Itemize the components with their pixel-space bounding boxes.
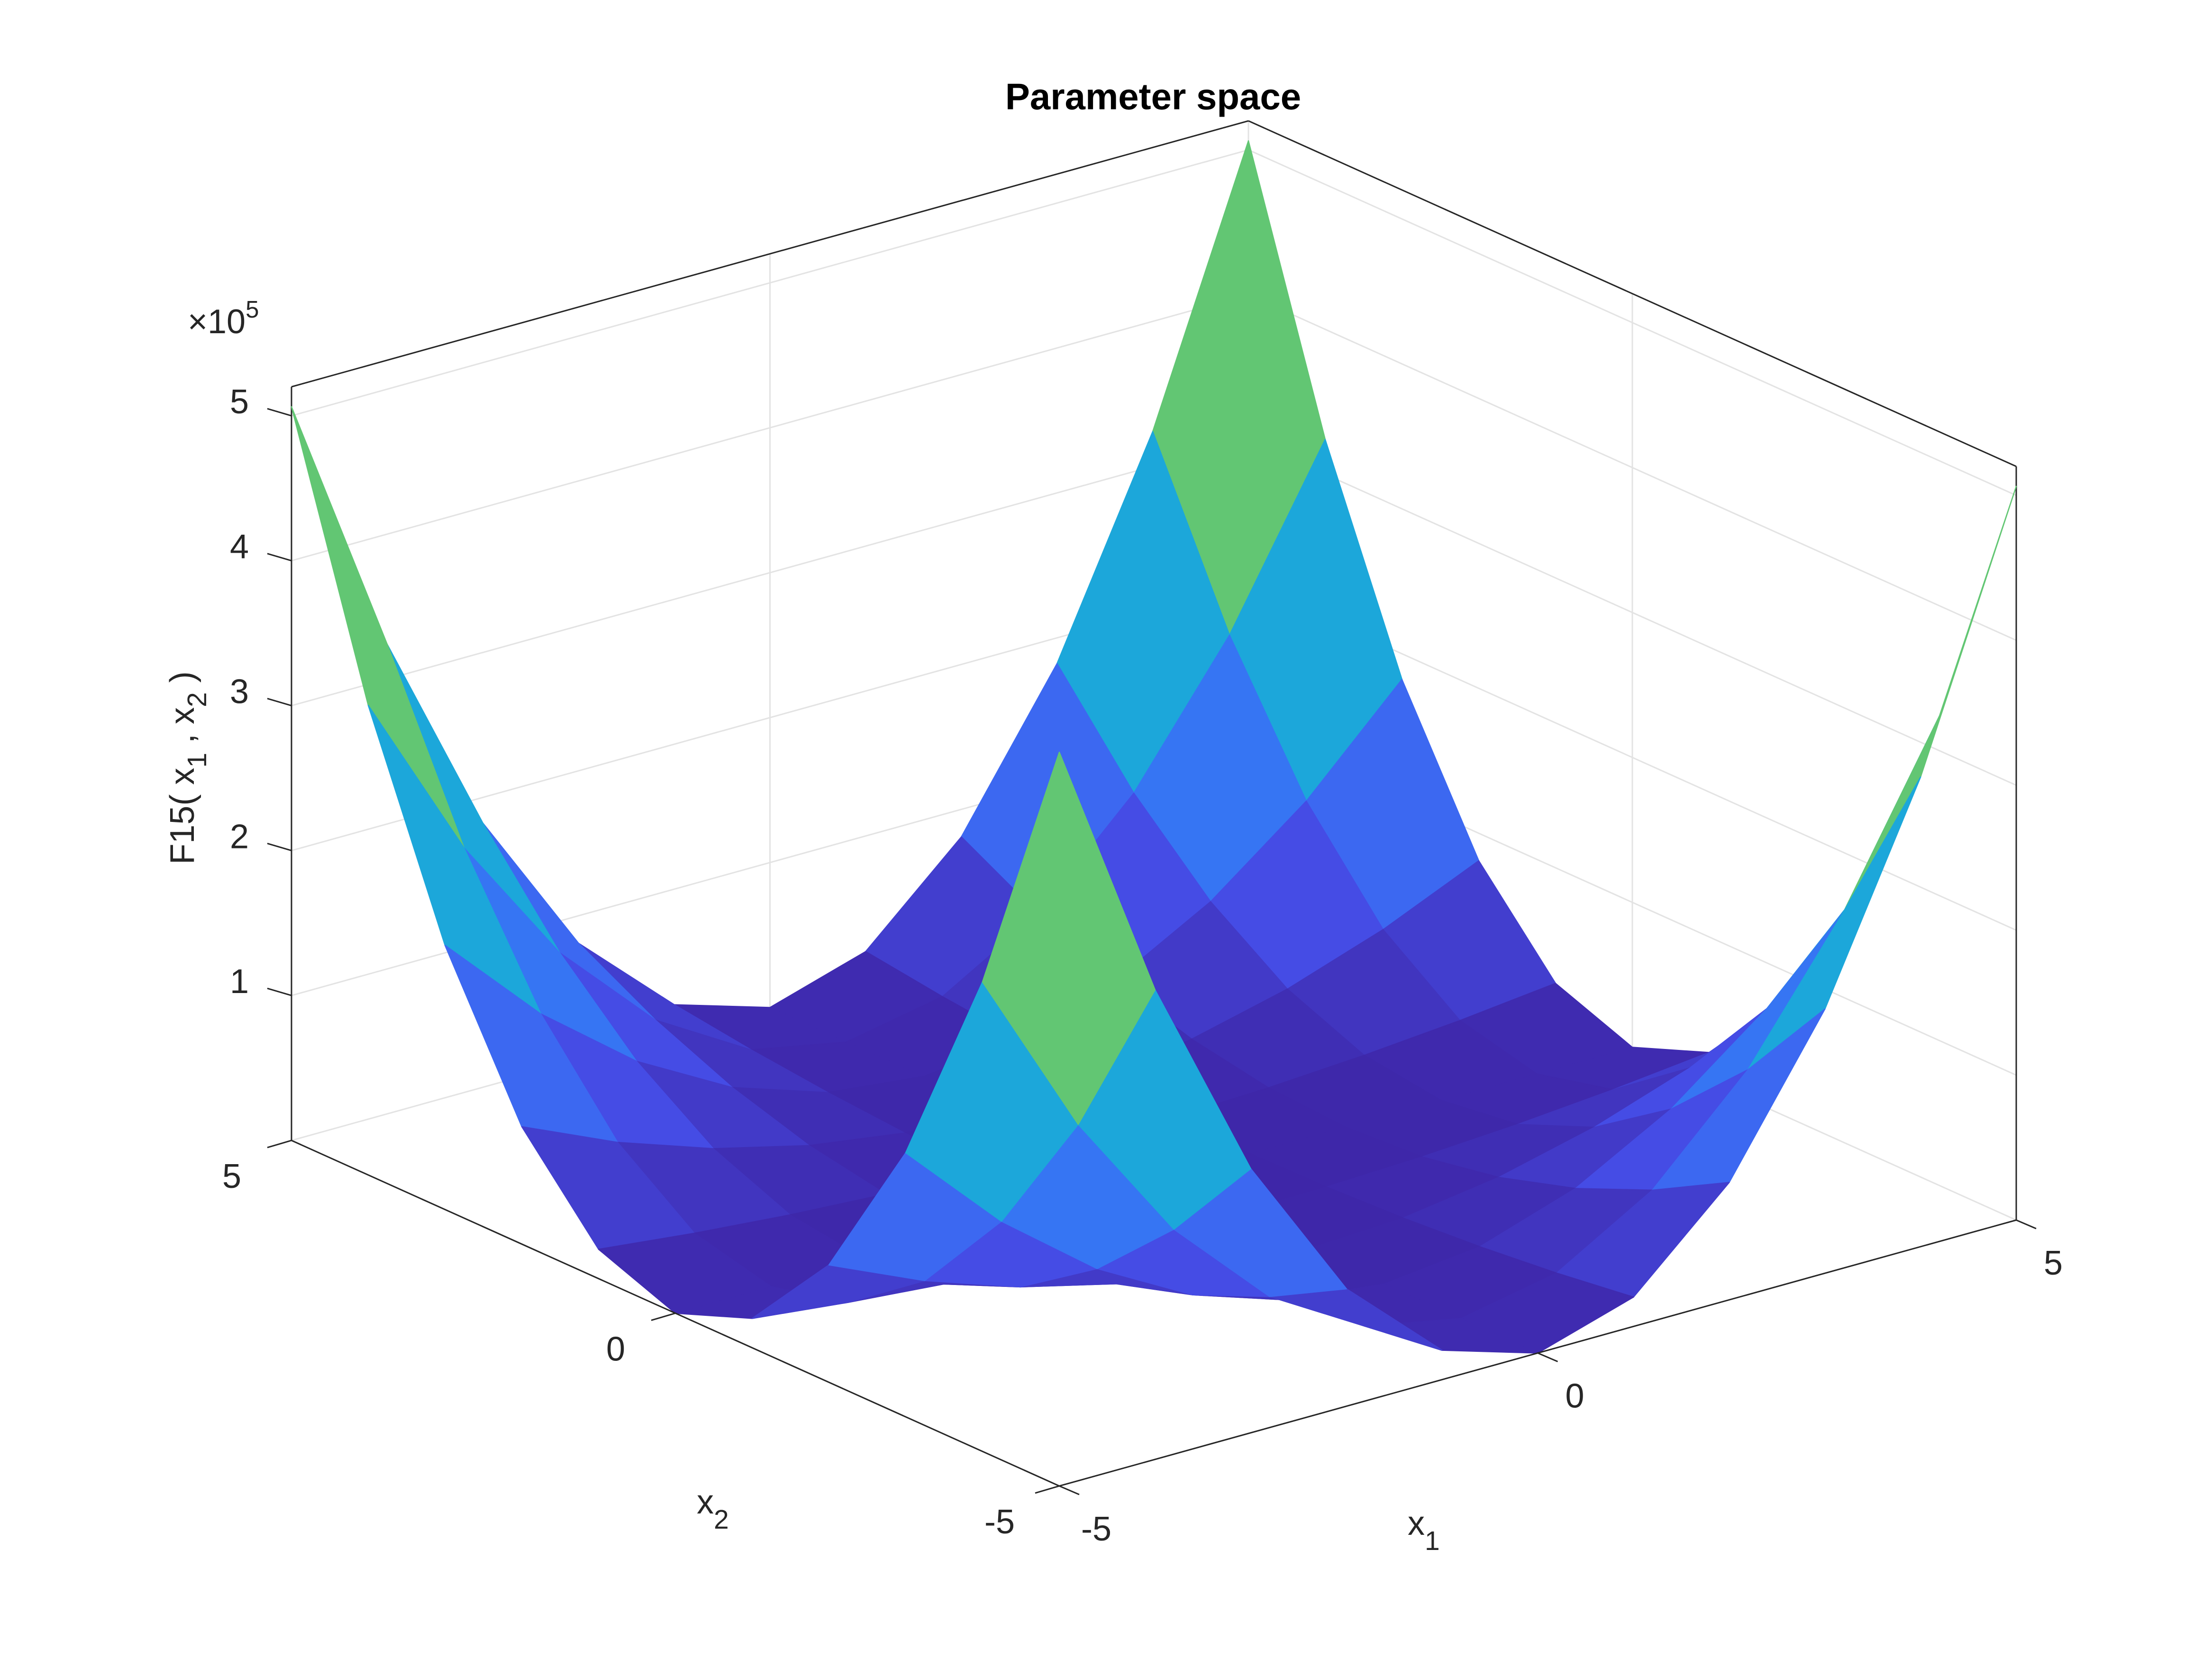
z-tick-label: 3 xyxy=(230,673,249,711)
z-tick-label: 2 xyxy=(230,818,249,856)
box-edge xyxy=(1248,120,2017,467)
x-label-base: x xyxy=(1408,1504,1425,1542)
z-label-sub: 1 xyxy=(182,753,212,768)
y-tick-label: 0 xyxy=(606,1331,625,1368)
z-tick xyxy=(267,987,292,996)
x-axis-label: x1 xyxy=(1408,1504,1440,1556)
z-scale-exponent: 5 xyxy=(246,296,259,323)
z-label-sub: 2 xyxy=(182,692,212,707)
x-label-sub: 1 xyxy=(1425,1526,1440,1556)
z-scale: ×105 xyxy=(188,296,259,341)
y-label-base: x xyxy=(697,1483,714,1521)
z-scale-base: ×10 xyxy=(188,303,246,341)
y-axis-label: x2 xyxy=(697,1483,729,1535)
y-label-sub: 2 xyxy=(714,1504,729,1535)
z-label-part: ) xyxy=(164,671,201,692)
z-tick xyxy=(267,408,292,417)
y-tick-label: -5 xyxy=(984,1503,1015,1541)
z-tick-label: 1 xyxy=(230,963,249,1001)
x-tick-label: 5 xyxy=(2044,1244,2063,1282)
axes: -5 0 5 -5 0 5 1 2 3 4 5 xyxy=(222,383,2063,1548)
z-tick xyxy=(267,843,292,851)
z-axis-label: F15( x1 , x2 ) xyxy=(164,671,212,864)
surface xyxy=(291,140,2017,1354)
z-label-part: , x xyxy=(164,707,201,753)
box-edge xyxy=(291,120,1249,388)
z-tick-label: 4 xyxy=(230,528,249,566)
chart-title: Parameter space xyxy=(1005,76,1301,118)
x-tick-label: 0 xyxy=(1565,1377,1584,1415)
y-tick xyxy=(1035,1485,1060,1494)
y-tick-label: 5 xyxy=(222,1158,241,1195)
y-tick xyxy=(651,1313,676,1321)
z-label-part: F15( x xyxy=(164,768,201,865)
x-tick xyxy=(2016,1219,2037,1230)
x-tick xyxy=(1537,1352,1558,1362)
y-tick xyxy=(267,1139,292,1149)
z-tick xyxy=(267,698,292,707)
z-tick xyxy=(267,553,292,562)
x-tick xyxy=(1059,1485,1080,1495)
x-tick-label: -5 xyxy=(1081,1510,1111,1548)
surface-patch xyxy=(982,751,1156,1125)
z-tick-label: 5 xyxy=(230,383,249,421)
